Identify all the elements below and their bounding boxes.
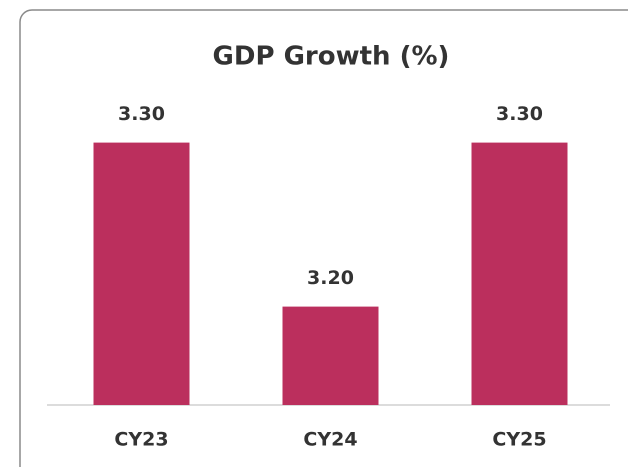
x-tick-label: CY24 [303,429,357,451]
bar [93,142,190,405]
bar [471,142,568,405]
bar [282,306,379,405]
x-tick-label: CY25 [492,429,546,451]
x-tick-label: CY23 [114,429,168,451]
data-label: 3.30 [496,103,543,125]
data-label: 3.20 [307,267,354,289]
data-label: 3.30 [118,103,165,125]
chart-title: GDP Growth (%) [213,42,450,72]
